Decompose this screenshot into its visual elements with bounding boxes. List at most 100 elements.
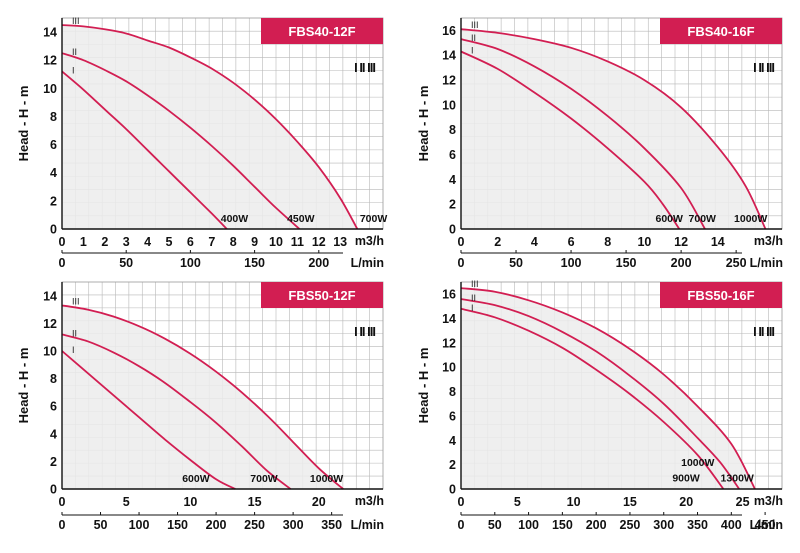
curve-ii-line	[460, 38, 706, 230]
curve-speed-label: I	[72, 345, 75, 355]
power-label: 1000W	[681, 457, 714, 469]
x-tick-label: 10	[637, 235, 651, 249]
curve-i-line	[61, 70, 228, 230]
y-tick-label: 12	[43, 54, 57, 68]
x-tick-label: 12	[674, 235, 688, 249]
x-tick-label: 6	[568, 235, 575, 249]
x2-tick-label: 250	[244, 518, 265, 532]
chart-title-box	[660, 18, 782, 44]
curve-speed-label: II	[471, 33, 476, 43]
y-tick-label: 2	[50, 194, 57, 208]
x-tick-label: 2	[494, 235, 501, 249]
x-tick-label: 1	[80, 235, 87, 249]
x2-tick-label: 450	[755, 518, 776, 532]
y-tick-label: 0	[50, 483, 57, 497]
x-tick-label: 8	[230, 235, 237, 249]
x-unit-label: m3/h	[355, 494, 384, 508]
x-tick-label: 10	[269, 235, 283, 249]
y-tick-label: 8	[50, 372, 57, 386]
x2-tick-label: 100	[561, 256, 582, 270]
x2-tick-label: 200	[206, 518, 227, 532]
power-label: 1300W	[721, 473, 754, 485]
y-tick-label: 6	[50, 138, 57, 152]
curve-iii-line	[460, 28, 767, 230]
operating-area	[461, 29, 766, 230]
y-tick-label: 4	[449, 434, 456, 448]
y-tick-label: 16	[442, 24, 456, 38]
curve-speed-label: I	[471, 46, 474, 56]
curve-speed-label: III	[72, 296, 80, 306]
y-axis-title: Head - H - m	[16, 86, 31, 162]
x-tick-label: 8	[604, 235, 611, 249]
operating-area	[62, 25, 358, 229]
power-label: 450W	[287, 213, 315, 225]
x-unit-label: m3/h	[754, 234, 783, 248]
x-tick-label: 5	[123, 495, 130, 509]
chart-title-box	[261, 282, 383, 308]
power-label: 1000W	[310, 473, 343, 485]
x-tick-label: 9	[251, 235, 258, 249]
speed-marks: I II III	[753, 60, 774, 75]
y-tick-label: 6	[449, 409, 456, 423]
y-tick-label: 12	[442, 336, 456, 350]
y-tick-label: 8	[50, 110, 57, 124]
x-tick-label: 7	[208, 235, 215, 249]
x-tick-label: 0	[458, 495, 465, 509]
curve-i-line	[61, 350, 236, 490]
curve-speed-label: III	[471, 20, 479, 30]
y-tick-label: 14	[442, 312, 456, 326]
x2-tick-label: 0	[458, 256, 465, 270]
x-tick-label: 11	[291, 235, 304, 249]
chart-title: FBS50-12F	[288, 288, 355, 303]
y-tick-label: 14	[43, 26, 57, 40]
chart-panel: I 900W II 1000W III 1300W 0 2 4 6 8 10 12 14 16 0 5 10 15 2…	[416, 279, 783, 532]
x-tick-label: 13	[333, 235, 347, 249]
y-tick-label: 10	[43, 345, 57, 359]
x2-tick-label: 350	[321, 518, 342, 532]
x2-tick-label: 100	[180, 256, 201, 270]
x-tick-label: 5	[166, 235, 173, 249]
x2-tick-label: 100	[518, 518, 539, 532]
curve-speed-label: II	[471, 293, 476, 303]
x2-tick-label: 350	[687, 518, 708, 532]
x2-tick-label: 0	[59, 256, 66, 270]
y-tick-label: 4	[50, 427, 57, 441]
x-tick-label: 4	[144, 235, 151, 249]
x2-tick-label: 250	[620, 518, 641, 532]
y-tick-label: 8	[449, 123, 456, 137]
y-tick-label: 4	[449, 173, 456, 187]
x-unit-label: m3/h	[355, 234, 384, 248]
x-tick-label: 15	[623, 495, 637, 509]
x2-tick-label: 400	[721, 518, 742, 532]
x2-unit-label: L/min	[750, 256, 783, 270]
x-tick-label: 0	[59, 495, 66, 509]
curve-speed-label: I	[471, 303, 474, 313]
operating-area	[62, 305, 344, 489]
y-tick-label: 0	[449, 483, 456, 497]
curve-speed-label: II	[72, 328, 77, 338]
y-axis-title: Head - H - m	[416, 86, 431, 162]
x2-tick-label: 0	[458, 518, 465, 532]
x2-unit-label: L/min	[750, 518, 783, 532]
y-tick-label: 10	[442, 361, 456, 375]
x2-tick-label: 100	[129, 518, 150, 532]
x2-tick-label: 150	[244, 256, 265, 270]
x-tick-label: 15	[248, 495, 262, 509]
x-tick-label: 20	[679, 495, 693, 509]
curve-iii-line	[61, 24, 359, 230]
chart-panel: I 600W II 700W III 1000W 0 2 4 6 8 10 12 14 0 5 10 15 20 m3…	[16, 281, 384, 532]
y-tick-label: 16	[442, 288, 456, 302]
x2-tick-label: 200	[671, 256, 692, 270]
power-label: 700W	[250, 473, 278, 485]
power-label: 700W	[360, 213, 388, 225]
x-tick-label: 12	[312, 235, 326, 249]
x-tick-label: 0	[458, 235, 465, 249]
power-label: 1000W	[734, 213, 767, 225]
power-label: 400W	[221, 213, 249, 225]
y-tick-label: 2	[50, 455, 57, 469]
curve-iii-line	[460, 287, 756, 490]
curve-iii-line	[61, 304, 344, 490]
